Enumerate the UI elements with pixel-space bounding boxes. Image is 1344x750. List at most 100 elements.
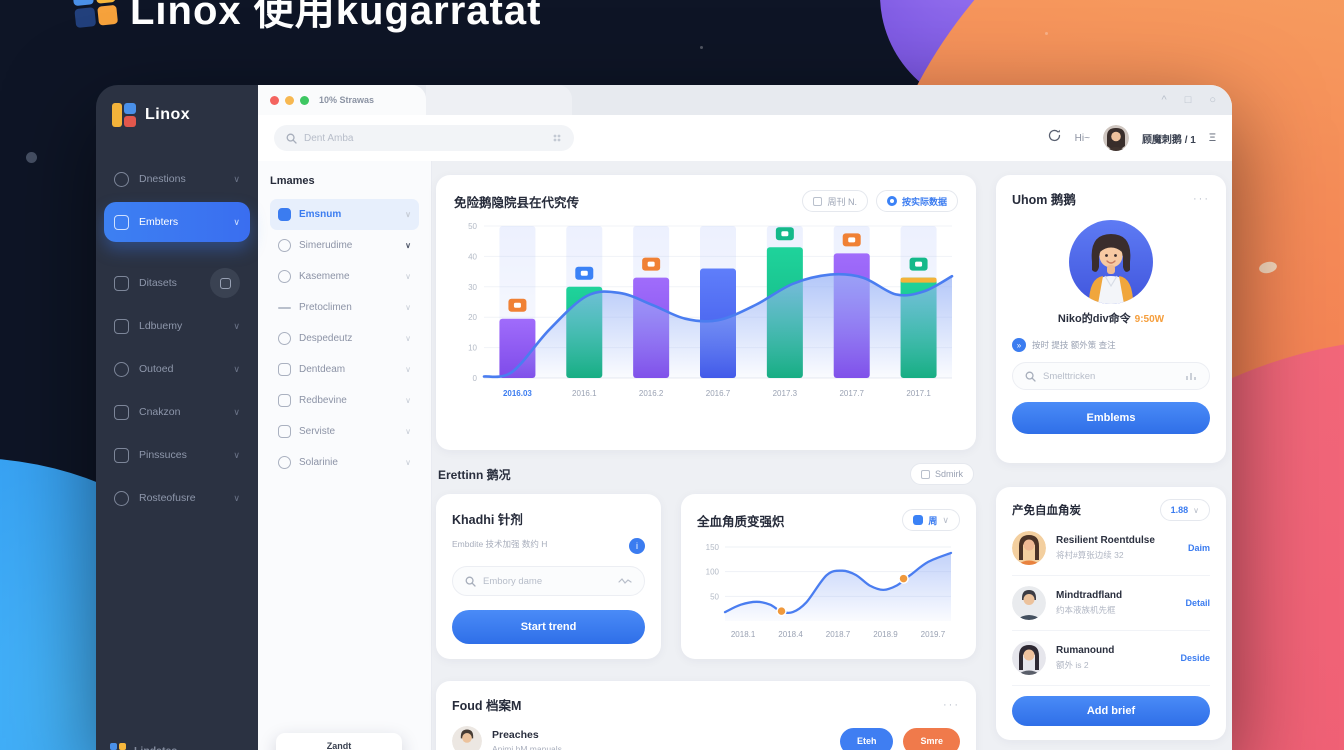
app-topbar: Dent Amba Hi~ 顾魔刺鹅 / 1 Ξ — [258, 115, 1232, 161]
section-title: Erettinn 鹅况 — [438, 467, 511, 482]
grid-icon — [114, 214, 129, 230]
sidebar-item-label: Embters — [139, 216, 179, 228]
contacts-card: 产免自血角炭 1.88 ∨ Resilient Roentdulse 将村#算张… — [996, 487, 1226, 740]
svg-text:0: 0 — [473, 374, 478, 383]
sidebar-item-cnakzon[interactable]: Cnakzon ∨ — [104, 392, 250, 432]
subnav-item-despedeutz[interactable]: Despedeutz ∨ — [270, 323, 419, 354]
add-brief-button[interactable]: Add brief — [1012, 696, 1210, 726]
info-icon[interactable]: i — [629, 538, 645, 554]
feed-secondary-button[interactable]: Smre — [903, 727, 960, 750]
contact-action-link[interactable]: Deside — [1180, 653, 1210, 663]
feed-avatar — [452, 726, 482, 750]
sidebar-item-embters[interactable]: Embters ∨ — [104, 202, 250, 242]
subnav-item-kasememe[interactable]: Kasememe ∨ — [270, 261, 419, 292]
feed-list-item[interactable]: Preaches Animi hM manuals Eteh Smre — [452, 726, 960, 750]
chevron-down-icon: ∨ — [405, 210, 411, 219]
sidebar-item-label: Ditasets — [139, 277, 177, 289]
feed-primary-button[interactable]: Eteh — [839, 727, 894, 750]
menu-icon[interactable]: Ξ — [1208, 132, 1216, 144]
subnav-item-redbevine[interactable]: Redbevine ∨ — [270, 385, 419, 416]
profile-search-input[interactable]: Smelttricken — [1012, 362, 1210, 390]
hero-logo-icon — [71, 0, 119, 29]
maximize-icon[interactable]: □ — [1184, 94, 1192, 106]
right-column: Uhom 鹅鹅 ··· — [996, 175, 1226, 750]
help-icon — [278, 456, 291, 469]
more-dots-icon[interactable]: ··· — [1193, 192, 1210, 205]
inactive-tab[interactable] — [426, 85, 572, 115]
contacts-more-button[interactable]: 1.88 ∨ — [1159, 499, 1210, 521]
global-search-input[interactable]: Dent Amba — [274, 125, 574, 151]
svg-text:50: 50 — [710, 592, 719, 601]
contact-desc: 额外 is 2 — [1056, 660, 1089, 670]
range-select[interactable]: 周 ∨ — [902, 509, 960, 531]
sidebar-item-ditasets[interactable]: Ditasets — [104, 263, 250, 303]
filter-button[interactable]: 周刊 N. — [802, 190, 868, 212]
search-icon — [465, 576, 476, 587]
legend-button[interactable]: 按实际数据 — [875, 190, 958, 212]
sidebar-footer[interactable]: Lindates — [110, 743, 177, 750]
subnav-item-solarinie[interactable]: Solarinie ∨ — [270, 447, 419, 478]
section-action-button[interactable]: Sdmirk — [909, 463, 974, 485]
zoom-window-icon[interactable] — [300, 95, 309, 105]
sidebar-item-outoed[interactable]: Outoed ∨ — [104, 349, 250, 389]
chevron-down-icon: ∨ — [233, 406, 240, 417]
start-trend-button[interactable]: Start trend — [452, 610, 645, 644]
contact-row[interactable]: Rumanound 额外 is 2 Deside — [1012, 631, 1210, 686]
greeting-text: Hi~ — [1074, 132, 1090, 144]
active-tab[interactable]: 10% Strawas — [258, 85, 426, 115]
more-dots-icon[interactable]: ··· — [943, 698, 960, 711]
search-icon — [286, 133, 297, 144]
copy-icon — [219, 277, 231, 289]
svg-text:40: 40 — [468, 252, 477, 261]
sidebar-item-label: Rosteofusre — [139, 492, 196, 504]
contact-action-link[interactable]: Detail — [1185, 598, 1210, 608]
area-line-chart[interactable]: 50 100 150 2018.1 2018.4 2018.7 2018.9 2019.7 — [697, 535, 959, 647]
bg-speck — [1045, 32, 1048, 35]
more-icon[interactable]: ○ — [1209, 94, 1216, 106]
emblems-button[interactable]: Emblems — [1012, 402, 1210, 434]
subnav-item-dentdeam[interactable]: Dentdeam ∨ — [270, 354, 419, 385]
emblem-name-input[interactable]: Embory dame — [452, 566, 645, 596]
scan-icon[interactable] — [552, 133, 562, 143]
window-controls: ^ □ ○ — [1162, 85, 1216, 115]
svg-text:20: 20 — [468, 313, 477, 322]
collapse-icon[interactable]: ^ — [1161, 94, 1167, 106]
sidebar-nav: Dnestions ∨ Embters ∨ Ditasets Ldbuemy ∨ — [96, 159, 258, 518]
contact-row[interactable]: Mindtradfland 约本液族机先框 Detail — [1012, 576, 1210, 631]
topbar-right: Hi~ 顾魔刺鹅 / 1 Ξ — [1047, 125, 1216, 151]
contact-action-link[interactable]: Daim — [1187, 543, 1210, 553]
contact-row[interactable]: Resilient Roentdulse 将村#算张边续 32 Daim — [1012, 521, 1210, 576]
main-column: 免险鹅隐院县在代究传 周刊 N. 按实际数据 — [436, 175, 976, 750]
sidebar-item-dnestions[interactable]: Dnestions ∨ — [104, 159, 250, 199]
contact-name: Mindtradfland — [1056, 590, 1123, 601]
subnav-panel: Lmames Emsnum ∨ Simerudime ∨ Kasememe ∨ — [258, 161, 432, 750]
close-window-icon[interactable] — [270, 95, 279, 105]
sidebar-item-rosteofusre[interactable]: Rosteofusre ∨ — [104, 478, 250, 518]
sync-icon[interactable] — [1047, 128, 1062, 148]
compass-icon — [114, 171, 129, 187]
subnav-item-emsnum[interactable]: Emsnum ∨ — [270, 199, 419, 230]
chevron-down-icon: ∨ — [405, 272, 411, 281]
sidebar-item-ldbuemy[interactable]: Ldbuemy ∨ — [104, 306, 250, 346]
subnav-header: Lmames — [270, 175, 315, 187]
contact-name: Rumanound — [1056, 645, 1115, 656]
contact-avatar — [1012, 531, 1046, 565]
subnav-item-simerudime[interactable]: Simerudime ∨ — [270, 230, 419, 261]
linox-logo-icon — [112, 103, 136, 127]
subnav-item-label: Emsnum — [299, 209, 342, 220]
app-window: Linox Dnestions ∨ Embters ∨ Ditasets Ldb… — [96, 85, 1232, 750]
combo-bar-line-chart[interactable]: 0 10 20 30 40 50 2016.03 2016.1 2016.2 2016.7 2017… — [454, 212, 958, 408]
chat-icon — [114, 490, 129, 506]
chevron-down-icon: ∨ — [405, 241, 411, 250]
calendar-icon — [813, 196, 823, 206]
subnav-item-serviste[interactable]: Serviste ∨ — [270, 416, 419, 447]
user-avatar[interactable] — [1102, 125, 1129, 151]
zandt-tooltip[interactable]: Zandt — [276, 733, 402, 750]
slider-icon[interactable] — [1185, 372, 1197, 381]
copy-badge-button[interactable] — [210, 268, 240, 298]
svg-text:2017.7: 2017.7 — [839, 389, 864, 398]
subnav-item-pretoclimen[interactable]: Pretoclimen ∨ — [270, 292, 419, 323]
sidebar-item-pinssuces[interactable]: Pinssuces ∨ — [104, 435, 250, 475]
hero-title: Linox 使用kugarratat — [130, 0, 542, 33]
minimize-window-icon[interactable] — [285, 95, 294, 105]
